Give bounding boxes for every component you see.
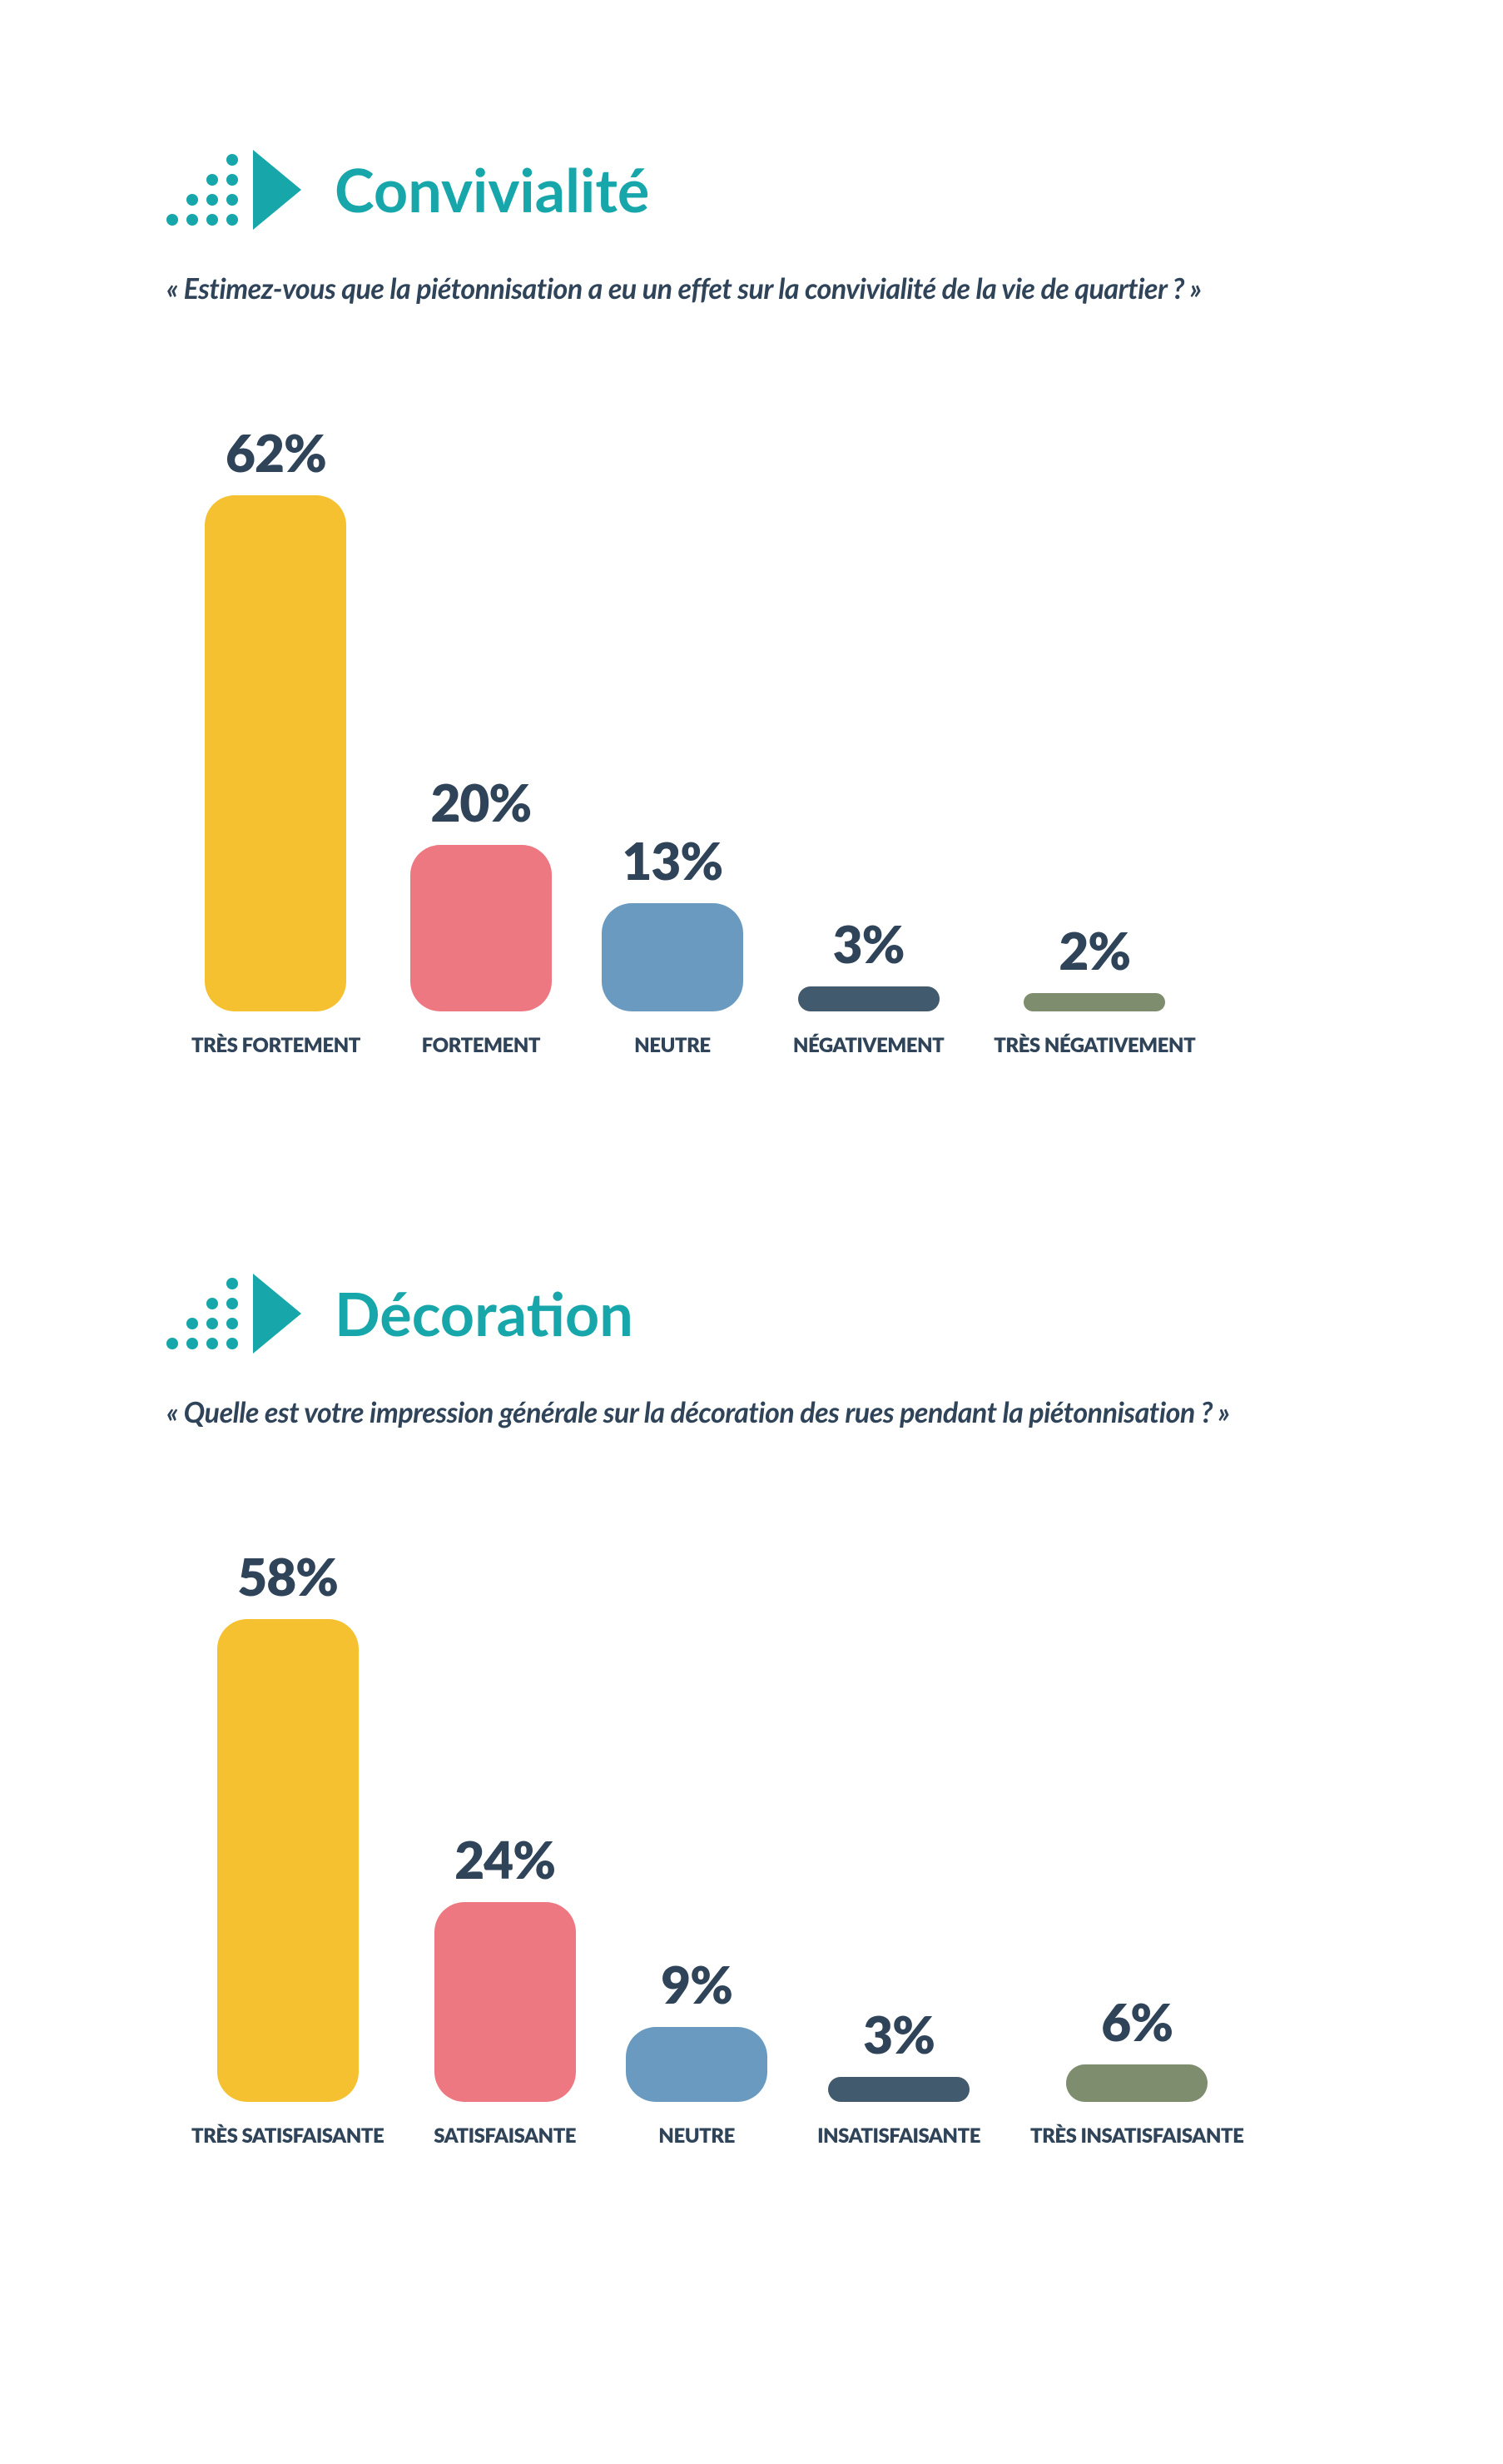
bullet-arrow-icon (166, 150, 301, 230)
section-0: Convivialité « Estimez-vous que la piéton… (166, 150, 1337, 1057)
section-header: Décoration (166, 1274, 1337, 1354)
bar (217, 1619, 359, 2102)
bar-value: 6% (1101, 1991, 1173, 2053)
bar-group: 24% SATISFAISANTE (434, 1829, 576, 2148)
bar-value: 13% (622, 830, 722, 892)
section-question: « Quelle est votre impression générale s… (166, 1395, 1337, 1429)
bar-label: TRÈS SATISFAISANTE (191, 2124, 384, 2148)
arrow-right-icon (253, 150, 301, 230)
bar-group: 58% TRÈS SATISFAISANTE (191, 1546, 384, 2148)
bar-label: TRÈS NÉGATIVEMENT (994, 1033, 1195, 1057)
bar-label: TRÈS FORTEMENT (191, 1033, 360, 1057)
bar (205, 495, 346, 1011)
section-question: « Estimez-vous que la piétonnisation a e… (166, 271, 1337, 306)
bar (410, 845, 552, 1011)
bar-group: 2% TRÈS NÉGATIVEMENT (994, 920, 1195, 1057)
bar-value: 58% (237, 1546, 338, 1607)
bar-value: 24% (454, 1829, 555, 1890)
dot-grid-icon (166, 1278, 238, 1349)
bar-value: 9% (661, 1954, 732, 2015)
bar (626, 2027, 767, 2102)
bar-label: INSATISFAISANTE (817, 2124, 980, 2148)
bar-label: NEUTRE (658, 2124, 735, 2148)
bar-group: 13% NEUTRE (602, 830, 743, 1057)
bar-value: 2% (1059, 920, 1130, 981)
section-header: Convivialité (166, 150, 1337, 230)
bar-chart: 62% TRÈS FORTEMENT 20% FORTEMENT 13% NEUTRE 3%… (166, 422, 1337, 1057)
section-1: Décoration « Quelle est votre impression … (166, 1274, 1337, 2148)
bar (1024, 993, 1165, 1011)
bar-value: 3% (833, 913, 905, 975)
bar (798, 986, 940, 1011)
section-title: Décoration (335, 1278, 633, 1349)
bar-label: FORTEMENT (422, 1033, 540, 1057)
arrow-right-icon (253, 1274, 301, 1354)
bar-label: NEUTRE (634, 1033, 711, 1057)
bar-value: 20% (430, 772, 531, 833)
bar (434, 1902, 576, 2102)
bar-group: 3% INSATISFAISANTE (817, 2004, 980, 2148)
bar-group: 9% NEUTRE (626, 1954, 767, 2148)
bar-group: 62% TRÈS FORTEMENT (191, 422, 360, 1057)
bar (1066, 2064, 1208, 2102)
bar-chart: 58% TRÈS SATISFAISANTE 24% SATISFAISANTE 9% N… (166, 1546, 1337, 2148)
bar-value: 3% (863, 2004, 935, 2065)
bar (602, 903, 743, 1011)
bar-group: 3% NÉGATIVEMENT (793, 913, 944, 1057)
bar-value: 62% (226, 422, 326, 484)
bullet-arrow-icon (166, 1274, 301, 1354)
bar-group: 20% FORTEMENT (410, 772, 552, 1057)
bar-label: SATISFAISANTE (434, 2124, 576, 2148)
bar-label: NÉGATIVEMENT (793, 1033, 944, 1057)
section-title: Convivialité (335, 154, 649, 226)
dot-grid-icon (166, 154, 238, 226)
bar-label: TRÈS INSATISFAISANTE (1030, 2124, 1243, 2148)
bar-group: 6% TRÈS INSATISFAISANTE (1030, 1991, 1243, 2148)
